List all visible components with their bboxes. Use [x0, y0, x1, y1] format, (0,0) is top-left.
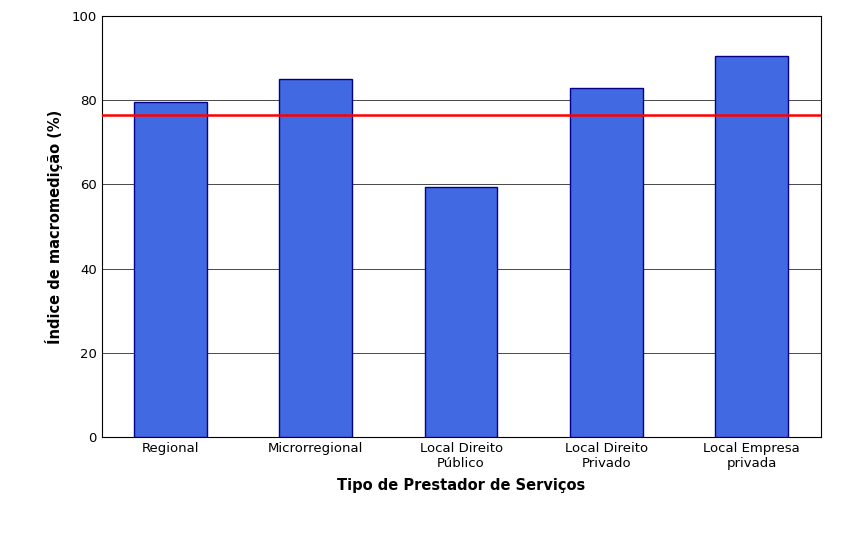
Y-axis label: Índice de macromedição (%): Índice de macromedição (%)	[45, 109, 63, 344]
Bar	[425, 187, 497, 437]
Bar	[135, 102, 206, 437]
X-axis label: Tipo de Prestador de Serviços: Tipo de Prestador de Serviços	[337, 478, 585, 493]
Bar	[716, 56, 788, 437]
Bar	[570, 87, 643, 437]
Bar	[279, 79, 352, 437]
